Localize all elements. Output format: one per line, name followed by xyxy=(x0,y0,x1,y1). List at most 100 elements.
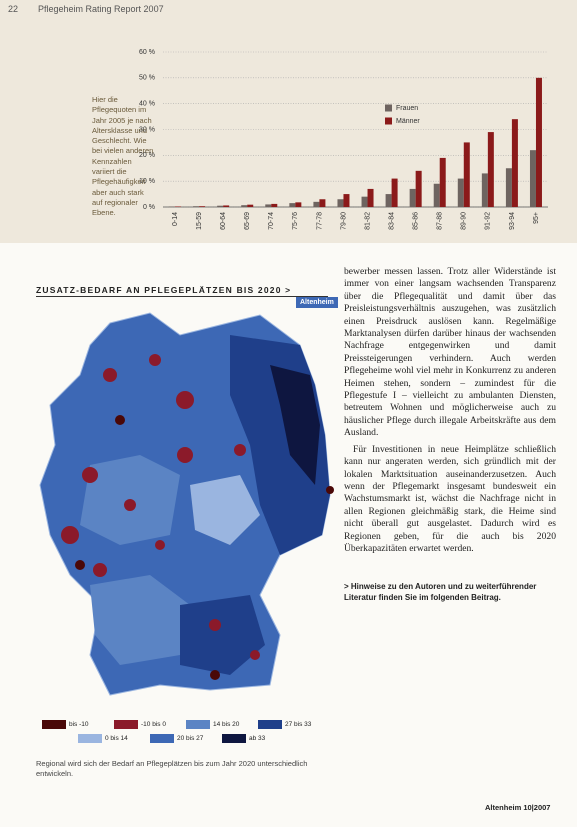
x-tick-label: 60-64 xyxy=(220,212,227,230)
bar xyxy=(193,206,200,207)
legend-label: Männer xyxy=(396,118,420,125)
legend-label: 0 bis 14 xyxy=(105,735,128,742)
bar xyxy=(439,157,446,207)
legend-swatch xyxy=(186,720,210,729)
map-region xyxy=(270,365,320,485)
bar xyxy=(313,201,320,207)
x-tick-label: 85-86 xyxy=(413,212,420,230)
legend-item: 0 bis 14 xyxy=(78,734,128,743)
bar xyxy=(175,206,182,207)
bar xyxy=(385,194,392,207)
bar xyxy=(265,204,272,207)
legend-swatch xyxy=(78,734,102,743)
bar xyxy=(463,142,470,207)
bar xyxy=(487,132,494,207)
y-tick-label: 20 % xyxy=(139,152,155,159)
bar xyxy=(289,203,296,207)
legend-label: 14 bis 20 xyxy=(213,721,240,728)
legend-item: 27 bis 33 xyxy=(258,720,311,729)
x-tick-label: 79-80 xyxy=(340,212,347,230)
map-hotspots xyxy=(61,354,260,660)
legend-swatch xyxy=(258,720,282,729)
paragraph: bewerber messen lassen. Trotz aller Wide… xyxy=(344,266,556,439)
bar xyxy=(337,199,344,207)
legend-swatch xyxy=(114,720,138,729)
legend-label: bis -10 xyxy=(69,721,89,728)
bar xyxy=(481,173,488,207)
map-caption: Regional wird sich der Bedarf an Pflegep… xyxy=(36,759,308,778)
bar xyxy=(511,119,518,207)
legend-swatch xyxy=(385,117,392,125)
x-tick-label: 0-14 xyxy=(172,212,179,226)
y-tick-label: 40 % xyxy=(139,101,155,108)
x-tick-label: 77-78 xyxy=(316,212,323,230)
map-region xyxy=(90,575,190,665)
bar xyxy=(343,194,350,207)
bar xyxy=(367,188,374,207)
x-tick-label: 15-59 xyxy=(196,212,203,230)
x-tick-label: 89-90 xyxy=(461,212,468,230)
map-title: ZUSATZ-BEDARF AN PFLEGEPLÄTZEN BIS 2020 … xyxy=(36,285,328,297)
legend-swatch xyxy=(150,734,174,743)
bar xyxy=(391,178,398,207)
y-tick-label: 30 % xyxy=(139,126,155,133)
bar xyxy=(457,178,464,207)
article-note: > Hinweise zu den Autoren und zu weiterf… xyxy=(344,582,537,602)
x-tick-label: 87-88 xyxy=(437,212,444,230)
legend-label: 20 bis 27 xyxy=(177,735,204,742)
bar xyxy=(361,196,368,207)
bar xyxy=(415,170,422,207)
chart: 0 % 10 % 20 % 30 % 40 % 50 % 60 % 0-14 15-59 60-6… xyxy=(139,49,548,230)
legend-swatch xyxy=(385,104,392,112)
legend-label: Frauen xyxy=(396,105,418,112)
legend-swatch xyxy=(42,720,66,729)
map-region xyxy=(190,475,260,545)
y-tick-label: 60 % xyxy=(139,49,155,56)
running-title: Pflegeheim Rating Report 2007 xyxy=(38,4,164,14)
x-tick-label: 83-84 xyxy=(388,212,395,230)
x-tick-label: 65-69 xyxy=(244,212,251,230)
map xyxy=(39,312,334,696)
bar xyxy=(217,205,224,207)
bar xyxy=(535,77,542,207)
article: bewerber messen lassen. Trotz aller Wide… xyxy=(344,266,556,559)
y-tick-label: 0 % xyxy=(143,204,155,211)
page-number: 22 xyxy=(8,4,19,14)
legend-label: 27 bis 33 xyxy=(285,721,312,728)
x-tick-label: 95+ xyxy=(533,212,540,224)
legend-swatch xyxy=(222,734,246,743)
bar xyxy=(409,188,416,207)
chart-panel xyxy=(0,0,577,243)
x-tick-label: 81-82 xyxy=(364,212,371,230)
chart-caption: Hier die Pflegequoten im Jahr 2005 je na… xyxy=(92,95,154,218)
x-tick-label: 70-74 xyxy=(268,212,275,230)
map-region xyxy=(180,595,265,675)
bar xyxy=(199,206,206,207)
bar xyxy=(169,206,176,207)
x-tick-label: 75-76 xyxy=(292,212,299,230)
bar xyxy=(529,150,536,207)
y-tick-label: 10 % xyxy=(139,178,155,185)
legend-item: bis -10 xyxy=(42,720,89,729)
bar xyxy=(223,205,230,207)
legend-label: -10 bis 0 xyxy=(141,721,166,728)
bar xyxy=(505,168,512,207)
bar xyxy=(271,203,278,207)
legend-item: -10 bis 0 xyxy=(114,720,166,729)
x-tick-label: 91-92 xyxy=(485,212,492,230)
x-tick-label: 93-94 xyxy=(509,212,516,230)
bar xyxy=(319,199,326,207)
bar xyxy=(433,183,440,207)
y-tick-label: 50 % xyxy=(139,75,155,82)
footer: Altenheim 10|2007 xyxy=(485,803,551,812)
bar xyxy=(295,202,302,207)
map-hotspots xyxy=(75,415,334,680)
paragraph: Für Investitionen in neue Heimplätze sch… xyxy=(344,443,556,554)
legend-item: 14 bis 20 xyxy=(186,720,239,729)
legend-label: ab 33 xyxy=(249,735,266,742)
bar xyxy=(247,204,254,207)
bar xyxy=(241,205,248,207)
legend-item: 20 bis 27 xyxy=(150,734,203,743)
map-badge: Altenheim xyxy=(296,297,338,308)
